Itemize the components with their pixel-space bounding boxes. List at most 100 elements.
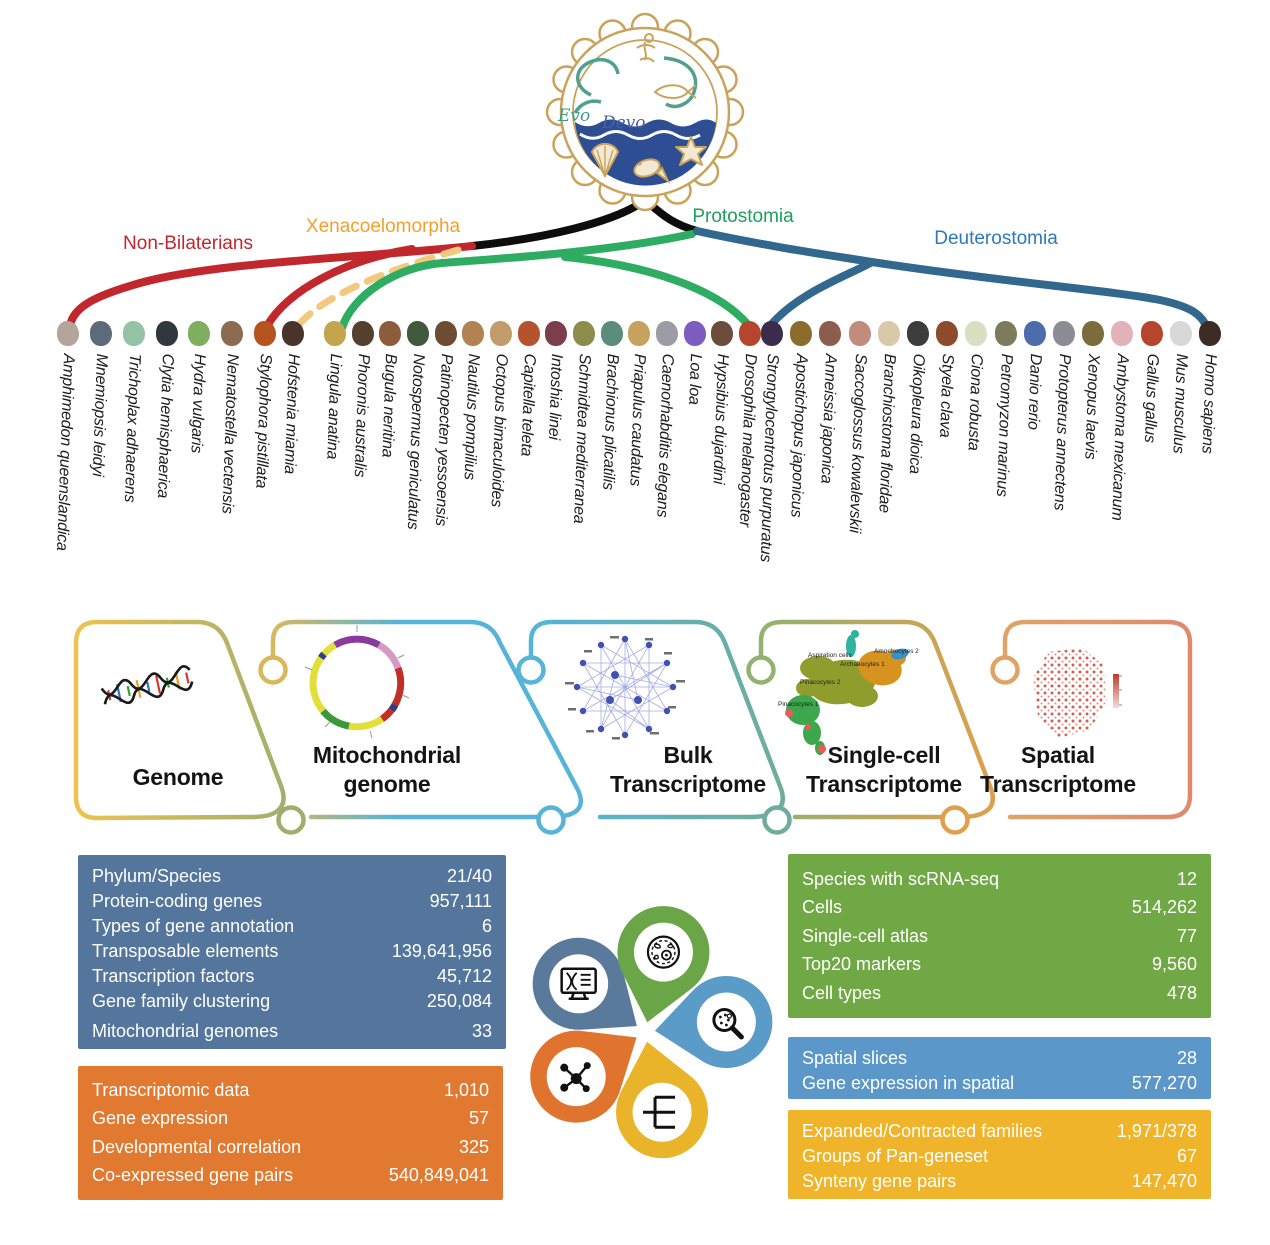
species-icon [352,321,374,346]
phylogeny-tree: Evo Devo [66,12,1211,332]
species-name: Capitella teleta [517,353,538,457]
species-name: Trichoplax adhaerens [120,353,143,503]
single-cell-stats-table: Species with scRNA-seq 12 Cells 514,262 Si… [788,854,1211,1018]
card-title-genome: Genome [63,763,293,792]
connector-ring [276,805,306,835]
umap-cluster-label: Archaeocytes 1 [840,661,885,668]
species-icon [57,321,79,346]
table-row: Groups of Pan-geneset 67 [802,1144,1197,1169]
species-name: Brachionus plicatilis [599,353,621,491]
species-name: Caenorhabditis elegans [653,353,676,518]
species-name: Ambystoma mexicanum [1108,353,1131,521]
stat-value: 33 [471,1021,492,1041]
stat-value: 478 [1166,982,1197,1003]
stat-label: Cell types [802,982,882,1003]
clade-label-non-bilaterians: Non-Bilaterians [123,233,253,254]
species-name: Bugula neritina [378,353,399,458]
branch-xenacoelomorpha [292,246,462,332]
connector-ring [746,655,776,685]
species-name: Notospermus geniculatus [403,353,427,530]
species-name: Intoshia linei [545,353,565,441]
bulk-stats-table: Transcriptomic data 1,010 Gene expression… [78,1066,503,1200]
species-name: Styela clava [936,353,956,438]
table-row: Gene expression 57 [92,1106,489,1131]
card-title-spatial-transcriptome: Spatial Transcriptome [943,741,1173,799]
shell-icon [590,142,620,179]
umap-cluster-label: Aspiration cells [808,652,852,659]
stat-label: Groups of Pan-geneset [802,1146,989,1166]
species-icon [188,321,210,346]
table-row: Developmental correlation 325 [92,1135,489,1160]
branch-protostomia-fork [561,253,753,330]
stat-label: Phylum/Species [92,866,222,886]
circular-genome-plot-icon [304,625,410,739]
species-icon [965,321,987,346]
branch-non-bilaterians-fork [263,245,416,330]
species-icon [573,321,595,346]
clade-label-xenacoelomorpha: Xenacoelomorpha [305,216,461,237]
species-icon [711,321,733,346]
spatial-stats-table: Spatial slices 28 Gene expression in spat… [788,1037,1211,1099]
table-row: Species with scRNA-seq 12 [802,867,1197,892]
card-title-line1: Genome [132,764,224,790]
species-icon [282,321,304,346]
swimmer-icon [636,33,656,63]
stat-label: Transposable elements [92,941,279,961]
spatial-dot-map-icon [1033,648,1122,738]
card-title-line1: Spatial [1020,742,1095,768]
species-name: Mus musculus [1169,353,1190,454]
species-icon [407,321,429,346]
species-name: Oikopleura dioica [905,353,927,475]
stat-label: Types of gene annotation [92,916,295,936]
connector-ring [258,655,288,685]
species-icon [156,321,178,346]
stat-label: Transcription factors [92,966,255,986]
species-icon [90,321,112,346]
branch-protostomia [338,230,696,332]
card-single-cell-transcriptome [758,619,996,820]
stat-value: 28 [1176,1048,1197,1068]
species-name: Amphimedon queenslandica [53,353,77,552]
species-icon [1053,321,1075,346]
connector-ring [516,655,546,685]
stat-value: 139,641,956 [391,941,492,961]
stat-value: 67 [1176,1146,1197,1166]
species-name: Anneissia japonica [817,353,839,484]
table-row: Synteny gene pairs 147,470 [802,1169,1197,1194]
stat-label: Gene expression [92,1108,229,1129]
species-icon [628,321,650,346]
species-name: Gallus gallus [1140,353,1161,443]
clade-label-deuterostomia: Deuterostomia [934,228,1058,249]
species-icon [656,321,678,346]
stat-label: Cells [802,897,843,917]
species-name: Apostichopus japonicus [787,353,810,518]
species-name: Branchiostoma floridae [875,353,898,514]
species-icon [761,321,783,346]
stat-label: Single-cell atlas [802,925,929,946]
stat-value: 957,111 [429,891,492,911]
stat-label: Co-expressed gene pairs [92,1164,294,1185]
card-title-mitochondrial-genome: Mitochondrial genome [272,741,502,799]
table-row: Types of gene annotation 6 [92,914,492,939]
species-name: Octopus bimaculoides [487,353,510,508]
dna-helix-icon [100,665,194,705]
genome-stats-table: Phylum/Species 21/40 Protein-coding genes… [78,855,506,1049]
species-name: Hypsibius dujardini [709,353,731,485]
species-icon [254,321,276,346]
species-name: Ciona robusta [964,353,985,451]
stat-value: 6 [481,916,492,936]
species-icon [936,321,958,346]
species-icon [518,321,540,346]
table-row: Gene expression in spatial 577,270 [802,1071,1197,1096]
species-icon [684,321,706,346]
table-row: Co-expressed gene pairs 540,849,041 [92,1163,489,1188]
species-name: Xenopus laevis [1081,353,1102,460]
species-name: Loa loa [685,353,704,406]
species-name: Drosophila melanogaster [735,353,759,528]
table-row: Expanded/Contracted families 1,971/378 [802,1119,1197,1144]
table-row: Phylum/Species 21/40 [92,864,492,889]
logo-wave [579,130,701,140]
species-name: Clytia hemisphaerica [153,353,176,499]
stat-label: Transcriptomic data [92,1080,250,1101]
